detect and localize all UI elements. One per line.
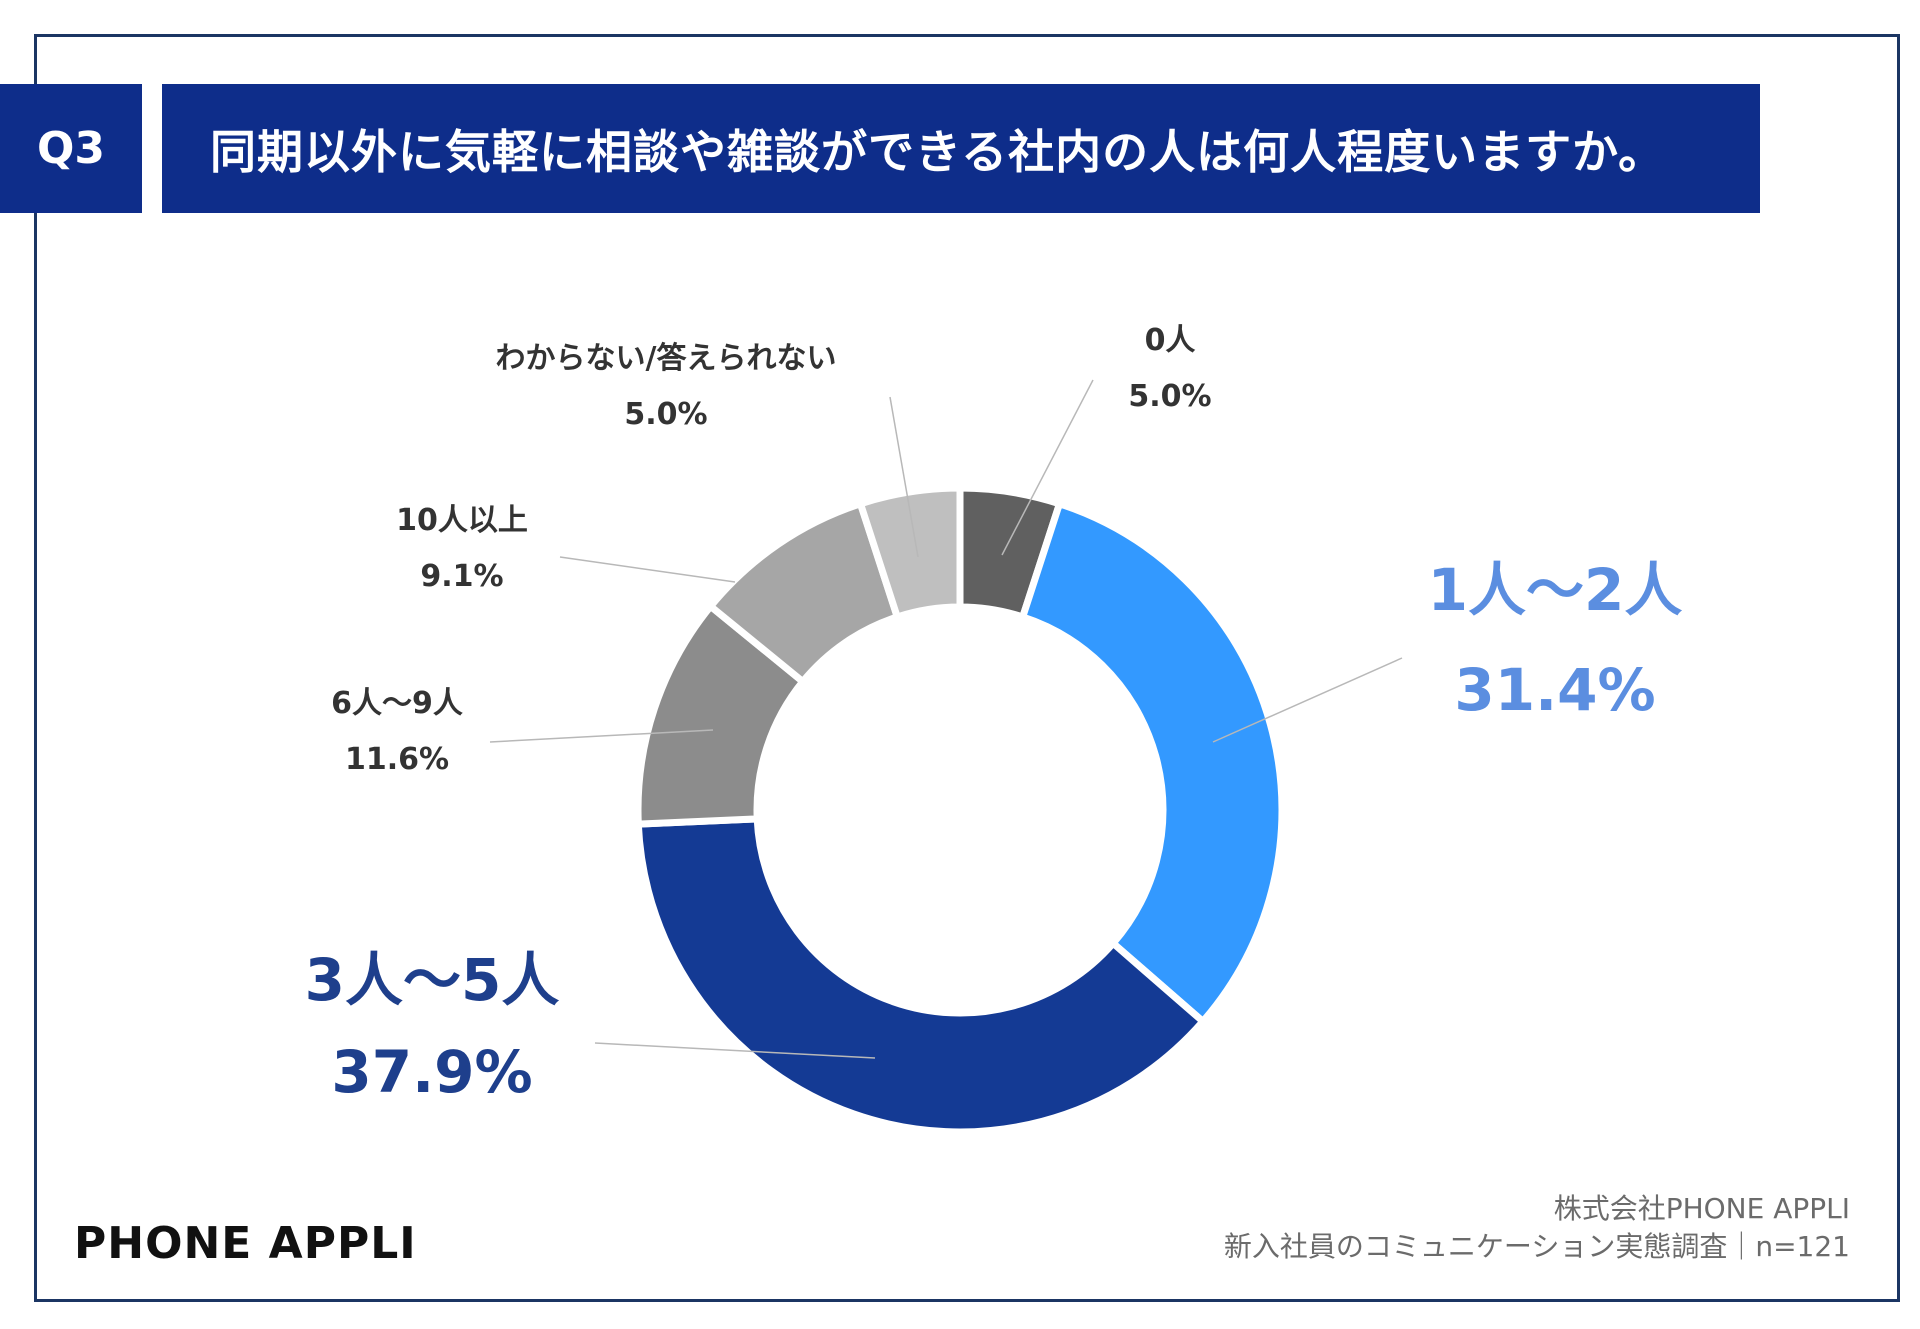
question-title: 同期以外に気軽に相談や雑談ができる社内の人は何人程度いますか。 <box>162 84 1760 213</box>
leader-line <box>1212 657 1403 743</box>
slice-category-label: 0人 <box>1145 323 1196 358</box>
donut-slice <box>634 815 1208 1136</box>
slice-value-label: 37.9% <box>331 1038 532 1106</box>
leader-line <box>489 729 714 743</box>
slice-category-label: わからない/答えられない <box>496 341 837 376</box>
leader-line <box>559 556 736 583</box>
slice-value-label: 31.4% <box>1454 656 1655 724</box>
donut-slice <box>856 484 964 622</box>
slice-category-label: 3人～5人 <box>305 946 560 1014</box>
footer-company: 株式会社PHONE APPLI <box>1553 1192 1850 1225</box>
leader-line <box>889 396 919 558</box>
question-number-badge: Q3 <box>0 84 142 213</box>
leader-line <box>594 1042 876 1059</box>
chart-frame <box>34 34 1900 1302</box>
slice-value-label: 9.1% <box>420 559 503 594</box>
donut-slice <box>1018 499 1286 1027</box>
slice-category-label: 10人以上 <box>396 503 528 538</box>
brand-logo-text: PHONE APPLI <box>74 1218 417 1269</box>
leader-line <box>1001 379 1094 556</box>
slice-value-label: 5.0% <box>1128 379 1211 414</box>
slice-value-label: 11.6% <box>345 742 449 777</box>
footer-survey: 新入社員のコミュニケーション実態調査｜n=121 <box>1223 1230 1850 1263</box>
footer-source: 株式会社PHONE APPLI 新入社員のコミュニケーション実態調査｜n=121 <box>1224 1190 1850 1266</box>
slice-value-label: 5.0% <box>624 397 707 432</box>
slice-category-label: 6人～9人 <box>331 686 463 721</box>
slice-category-label: 1人～2人 <box>1428 556 1683 624</box>
